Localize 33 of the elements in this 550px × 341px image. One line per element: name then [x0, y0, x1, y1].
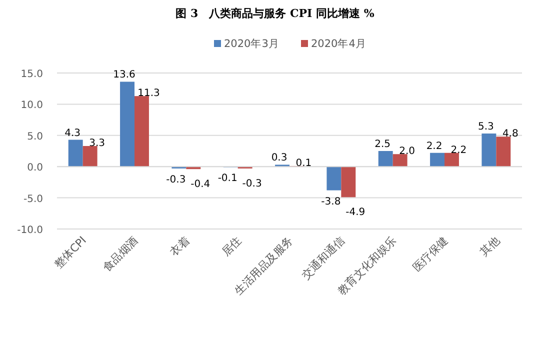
- data-label: 2.2: [426, 140, 442, 152]
- data-label: 2.0: [399, 146, 416, 158]
- data-label: -0.4: [190, 179, 210, 190]
- x-tick-label: 衣着: [168, 234, 192, 259]
- data-label: -0.3: [242, 178, 262, 190]
- chart-title: 图 3 八类商品与服务 CPI 同比增速 %: [176, 7, 375, 20]
- data-label: 2.2: [450, 144, 467, 156]
- data-label: 11.3: [138, 88, 160, 100]
- data-label: 4.8: [502, 128, 518, 140]
- data-label: -4.9: [346, 207, 366, 218]
- x-tick-label: 食品烟酒: [100, 234, 141, 274]
- data-label: -0.3: [166, 174, 186, 186]
- y-tick-label: 5.0: [27, 131, 43, 142]
- data-label: 4.3: [64, 128, 81, 139]
- data-label: 2.5: [374, 139, 391, 150]
- data-label: -3.8: [321, 196, 341, 208]
- x-tick-label: 医疗保健: [410, 234, 451, 274]
- data-label: 0.3: [271, 152, 288, 164]
- data-label: 13.6: [113, 70, 136, 81]
- y-tick-label: 15.0: [20, 69, 43, 80]
- y-tick-label: -5.0: [23, 194, 43, 205]
- y-tick-label: -10.0: [17, 225, 43, 236]
- y-tick-label: 10.0: [20, 100, 43, 112]
- x-tick-label: 其他: [478, 234, 502, 259]
- x-tick-label: 整体CPI: [52, 234, 89, 272]
- data-label: -0.1: [218, 173, 238, 184]
- data-label: 5.3: [478, 122, 494, 133]
- data-label: 0.1: [296, 158, 312, 169]
- x-tick-label: 居住: [219, 234, 244, 259]
- y-tick-label: 0.0: [27, 162, 43, 174]
- legend-label: 2020年3月: [224, 38, 280, 50]
- legend-label: 2020年4月: [311, 38, 366, 50]
- data-label: 3.3: [89, 138, 106, 150]
